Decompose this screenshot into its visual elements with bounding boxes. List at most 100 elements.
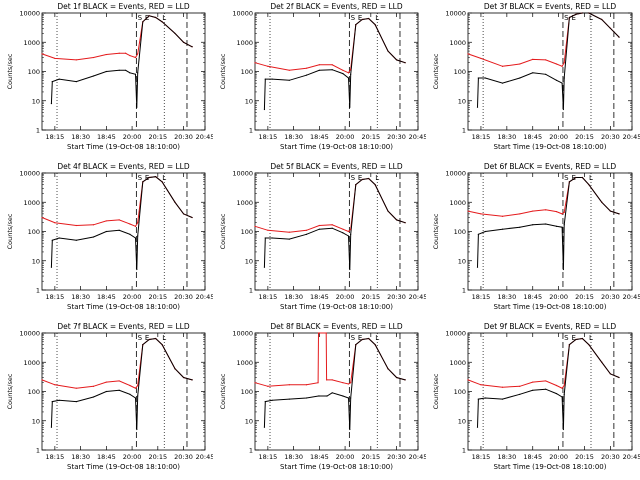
lld-point <box>564 212 565 213</box>
events-point <box>478 398 479 399</box>
y-tick-label: 1 <box>36 447 40 455</box>
y-tick-label: 1 <box>249 127 253 135</box>
events-point <box>601 19 602 20</box>
events-point <box>563 109 564 110</box>
x-tick-label: 18:45 <box>523 133 542 141</box>
lld-point <box>545 59 546 60</box>
events-point <box>135 397 136 398</box>
events-point <box>162 344 163 345</box>
series-lld <box>468 13 619 66</box>
x-tick-label: 20:45 <box>409 453 426 461</box>
events-point <box>142 21 143 22</box>
marker-L: L <box>162 14 166 22</box>
events-point <box>396 377 397 378</box>
events-point <box>532 72 533 73</box>
y-tick-label: 100 <box>28 388 40 396</box>
marker-S: S <box>351 14 356 22</box>
y-tick-label: 10 <box>32 97 40 105</box>
panel-det-6: Det 6f BLACK = Events, RED = LLD S E L 1 10 10… <box>426 160 640 320</box>
events-point <box>502 229 503 230</box>
x-tick-label: 20:15 <box>575 453 594 461</box>
x-tick-label: 20:30 <box>387 133 406 141</box>
marker-S: S <box>138 14 143 22</box>
series-lld <box>42 16 192 60</box>
events-point <box>149 177 150 178</box>
x-tick-label: 20:30 <box>174 453 193 461</box>
lld-point <box>332 224 333 225</box>
x-tick-label: 20:00 <box>549 133 568 141</box>
panel-title: Det 9f BLACK = Events, RED = LLD <box>484 322 617 331</box>
y-tick-label: 1 <box>249 287 253 295</box>
events-point <box>162 21 163 22</box>
lld-point <box>326 379 327 380</box>
panel-det-7: Det 7f BLACK = Events, RED = LLDS E L11010… <box>0 320 213 480</box>
events-point <box>264 427 265 428</box>
lld-point <box>41 217 42 218</box>
events-point <box>319 70 320 71</box>
events-point <box>342 395 343 396</box>
events-point <box>563 269 564 270</box>
y-tick-label: 1000 <box>449 39 466 47</box>
events-point <box>265 237 266 238</box>
events-point <box>129 234 130 235</box>
lld-point <box>519 386 520 387</box>
series-lld <box>255 333 405 386</box>
panel-det-4: Det 4f BLACK = Events, RED = LLDS E L11010… <box>0 160 213 320</box>
x-tick-label: 18:45 <box>310 293 329 301</box>
events-point <box>306 397 307 398</box>
events-point <box>183 213 184 214</box>
lld-point <box>267 230 268 231</box>
x-tick-label: 20:45 <box>623 293 640 301</box>
events-point <box>355 24 356 25</box>
events-point <box>405 62 406 63</box>
lld-point <box>93 57 94 58</box>
events-point <box>192 379 193 380</box>
x-tick-label: 20:45 <box>196 293 213 301</box>
events-point <box>125 70 126 71</box>
events-point <box>52 401 53 402</box>
events-point <box>342 232 343 233</box>
y-axis-label: Counts/sec <box>219 53 227 89</box>
series-lld <box>468 339 619 389</box>
y-tick-label: 1 <box>462 447 466 455</box>
lld-point <box>93 386 94 387</box>
events-point <box>289 238 290 239</box>
y-tick-label: 10000 <box>19 10 40 18</box>
lld-point <box>41 53 42 54</box>
y-tick-label: 100 <box>241 388 253 396</box>
events-point <box>569 17 570 18</box>
lld-point <box>350 69 351 70</box>
detector-panels-grid: Det 1f BLACK = Events, RED = LLD S E L 1 10 10… <box>0 0 640 480</box>
events-point <box>582 12 583 13</box>
events-point <box>519 77 520 78</box>
marker-S: S <box>351 334 356 342</box>
events-point <box>350 397 351 398</box>
y-tick-label: 10000 <box>445 170 466 178</box>
y-tick-label: 10 <box>458 417 466 425</box>
lld-point <box>129 55 130 56</box>
events-point <box>319 229 320 230</box>
y-tick-label: 1000 <box>23 199 40 207</box>
panel-det-2: Det 2f BLACK = Events, RED = LLD S E L 1 10 10… <box>213 0 426 160</box>
events-point <box>51 267 52 268</box>
events-point <box>136 429 137 430</box>
y-axis-label: Counts/sec <box>219 213 227 249</box>
x-tick-label: 18:45 <box>523 453 542 461</box>
lld-point <box>348 231 349 232</box>
lld-point <box>564 62 565 63</box>
y-axis-label: Counts/sec <box>432 373 440 409</box>
events-point <box>478 77 479 78</box>
marker-S: S <box>564 174 569 182</box>
events-point <box>349 107 350 108</box>
x-tick-label: 20:15 <box>148 293 167 301</box>
y-axis-label: Counts/sec <box>6 213 14 249</box>
y-tick-label: 1 <box>462 127 466 135</box>
events-point <box>265 401 266 402</box>
events-point <box>532 390 533 391</box>
y-tick-label: 100 <box>454 228 466 236</box>
x-tick-label: 18:15 <box>472 293 491 301</box>
panel-det-3: Det 3f BLACK = Events, RED = LLDS E L11010… <box>426 0 640 160</box>
events-point <box>137 235 138 236</box>
events-point <box>485 231 486 232</box>
events-point <box>355 344 356 345</box>
